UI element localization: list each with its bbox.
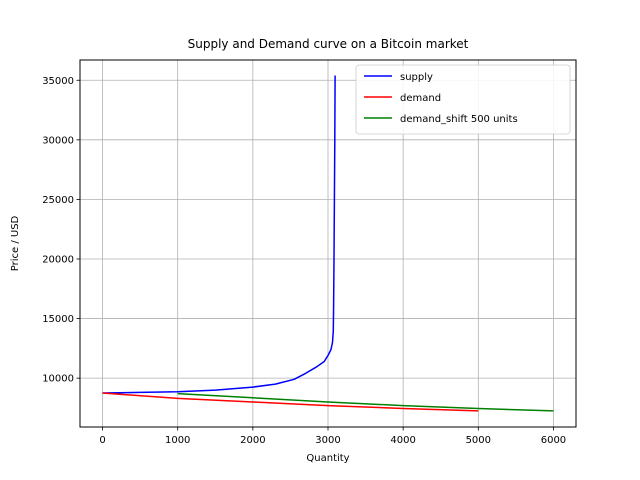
legend-box: [355, 64, 571, 135]
legend-label: demand_shift 500 units: [400, 114, 518, 125]
legend-label: supply: [400, 72, 433, 83]
chart-title: Supply and Demand curve on a Bitcoin mar…: [188, 37, 469, 51]
x-axis-label: Quantity: [306, 453, 349, 464]
y-tick-label: 35000: [42, 76, 74, 87]
y-axis-label: Price / USD: [10, 215, 21, 271]
x-tick-label: 0: [99, 435, 105, 446]
y-tick-label: 20000: [42, 254, 74, 265]
x-tick-label: 1000: [165, 435, 190, 446]
y-tick-label: 15000: [42, 314, 74, 325]
series-line-demand-shift-500-units: [177, 392, 554, 412]
series-layer: [102, 75, 554, 412]
legend: supply demand demand_shift 500 units: [355, 64, 571, 135]
series-line-supply: [102, 75, 336, 394]
y-tick-label: 25000: [42, 195, 74, 206]
x-tick-label: 6000: [541, 435, 566, 446]
x-tick-label: 2000: [240, 435, 265, 446]
x-tick-label: 3000: [315, 435, 340, 446]
y-tick-label: 10000: [42, 374, 74, 385]
axis-ticks: 0 1000 2000 3000 4000 5000 6000 10000 15000 20000…: [42, 76, 566, 446]
x-tick-label: 5000: [466, 435, 491, 446]
x-tick-label: 4000: [390, 435, 415, 446]
y-tick-label: 30000: [42, 135, 74, 146]
grid-lines: [80, 60, 576, 427]
legend-label: demand: [400, 93, 441, 104]
series-line-demand: [102, 392, 479, 412]
